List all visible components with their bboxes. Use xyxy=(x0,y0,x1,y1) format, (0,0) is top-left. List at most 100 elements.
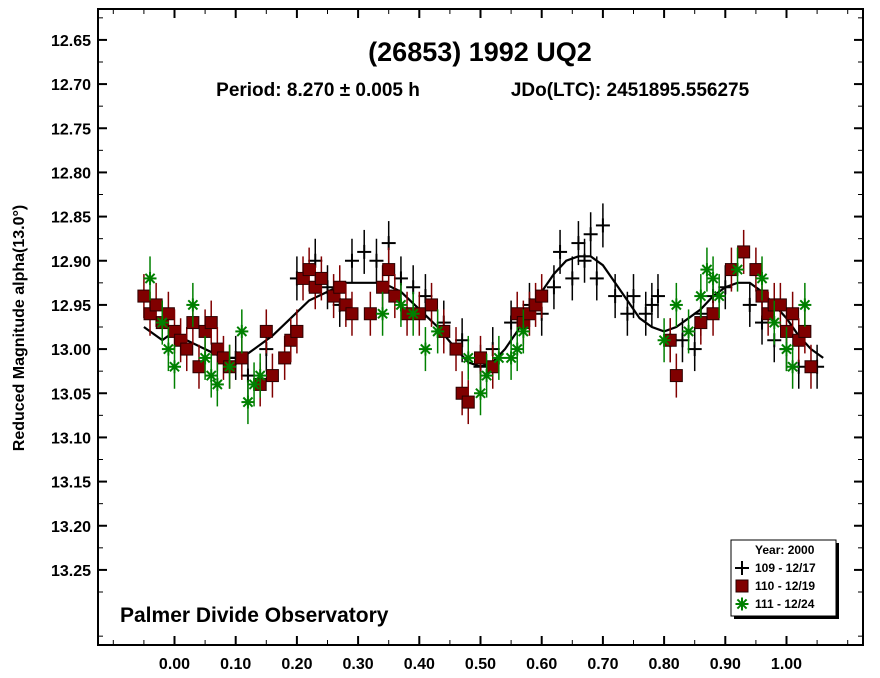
marker-square xyxy=(235,351,249,365)
marker-stroke xyxy=(695,290,707,302)
data-point xyxy=(669,298,683,312)
data-point xyxy=(161,342,175,356)
data-point xyxy=(700,263,714,277)
data-point xyxy=(694,289,708,303)
marker-square xyxy=(180,342,194,356)
marker-stroke xyxy=(248,379,260,390)
marker-square xyxy=(773,298,787,312)
marker-square xyxy=(461,395,475,409)
legend: Year: 2000 109 - 12/17 110 - 12/19 111 - 1… xyxy=(730,539,839,619)
data-point xyxy=(510,342,524,356)
data-point xyxy=(192,360,206,374)
marker-square xyxy=(363,307,377,321)
data-point xyxy=(620,306,635,321)
data-point xyxy=(223,360,237,374)
legend-entry-label: 111 - 12/24 xyxy=(755,597,815,611)
data-point xyxy=(161,307,175,321)
y-tick-label: 12.80 xyxy=(51,165,91,182)
data-point xyxy=(265,369,279,383)
marker-stroke xyxy=(671,299,682,311)
marker-square xyxy=(749,263,763,277)
y-tick-label: 12.75 xyxy=(51,121,91,138)
marker-stroke xyxy=(799,299,811,311)
data-point xyxy=(363,307,377,321)
marker-square xyxy=(149,298,163,312)
legend-marker xyxy=(735,597,749,611)
marker-square xyxy=(425,298,439,312)
data-point xyxy=(773,298,787,312)
x-tick-label: 1.00 xyxy=(771,656,802,673)
data-point xyxy=(516,324,530,338)
observatory-label: Palmer Divide Observatory xyxy=(120,604,389,627)
epoch-label: JDo(LTC): 2451895.556275 xyxy=(511,80,750,101)
marker-square xyxy=(735,579,749,593)
data-point xyxy=(376,307,390,321)
marker-stroke xyxy=(187,299,199,311)
y-tick-label: 12.85 xyxy=(51,210,91,227)
data-point xyxy=(449,342,463,356)
data-point xyxy=(650,289,665,304)
data-point xyxy=(577,253,592,268)
marker-stroke xyxy=(701,264,713,275)
data-point xyxy=(546,280,561,295)
x-tick-label: 0.30 xyxy=(343,656,374,673)
marker-stroke xyxy=(658,334,670,346)
marker-stroke xyxy=(781,343,792,355)
y-tick-label: 13.00 xyxy=(51,342,91,359)
marker-stroke xyxy=(163,343,174,355)
marker-stroke xyxy=(144,273,156,284)
marker-stroke xyxy=(156,317,168,328)
data-point xyxy=(241,395,255,409)
marker-square xyxy=(161,307,175,321)
data-point xyxy=(388,289,402,303)
marker-stroke xyxy=(732,264,743,275)
data-point xyxy=(247,377,261,391)
data-point xyxy=(253,369,267,383)
data-point xyxy=(149,298,163,312)
marker-stroke xyxy=(254,370,266,381)
marker-square xyxy=(388,289,402,303)
marker-stroke xyxy=(768,317,780,328)
data-point xyxy=(682,324,696,338)
data-point xyxy=(504,351,518,365)
data-point xyxy=(235,351,249,365)
y-tick-label: 13.25 xyxy=(51,563,91,580)
marker-square xyxy=(290,324,304,338)
data-point xyxy=(712,289,726,303)
data-point xyxy=(638,306,653,321)
period-label: Period: 8.270 ± 0.005 h xyxy=(216,80,420,101)
marker-stroke xyxy=(169,361,180,373)
y-tick-label: 12.65 xyxy=(51,33,91,50)
data-point xyxy=(186,298,200,312)
data-point xyxy=(589,271,604,286)
data-point xyxy=(737,245,751,259)
data-point xyxy=(474,386,487,400)
marker-square xyxy=(204,316,218,330)
marker-stroke xyxy=(707,273,719,284)
data-point xyxy=(798,298,812,312)
x-tick-label: 0.70 xyxy=(587,656,618,673)
legend-entry-label: 109 - 12/17 xyxy=(755,561,816,575)
marker-stroke xyxy=(462,352,474,364)
marker-square xyxy=(694,316,708,330)
data-point xyxy=(742,297,757,312)
data-point xyxy=(718,280,733,295)
marker-square xyxy=(804,360,818,374)
data-point xyxy=(687,342,702,357)
marker-square xyxy=(669,369,683,383)
marker-square xyxy=(333,280,347,294)
data-point xyxy=(595,218,610,233)
marker-stroke xyxy=(505,352,517,364)
data-point xyxy=(786,307,800,321)
marker-square xyxy=(192,360,206,374)
marker-square xyxy=(259,324,273,338)
data-point xyxy=(376,280,390,294)
marker-stroke xyxy=(407,308,419,320)
data-point xyxy=(344,253,359,268)
y-axis-label: Reduced Magnitude alpha(13.0°) xyxy=(11,205,28,451)
data-points-layer xyxy=(137,203,825,425)
y-tick-label: 12.70 xyxy=(51,77,91,94)
legend-entry-label: 110 - 12/19 xyxy=(755,579,815,593)
data-point xyxy=(394,298,408,312)
data-point xyxy=(180,342,194,356)
